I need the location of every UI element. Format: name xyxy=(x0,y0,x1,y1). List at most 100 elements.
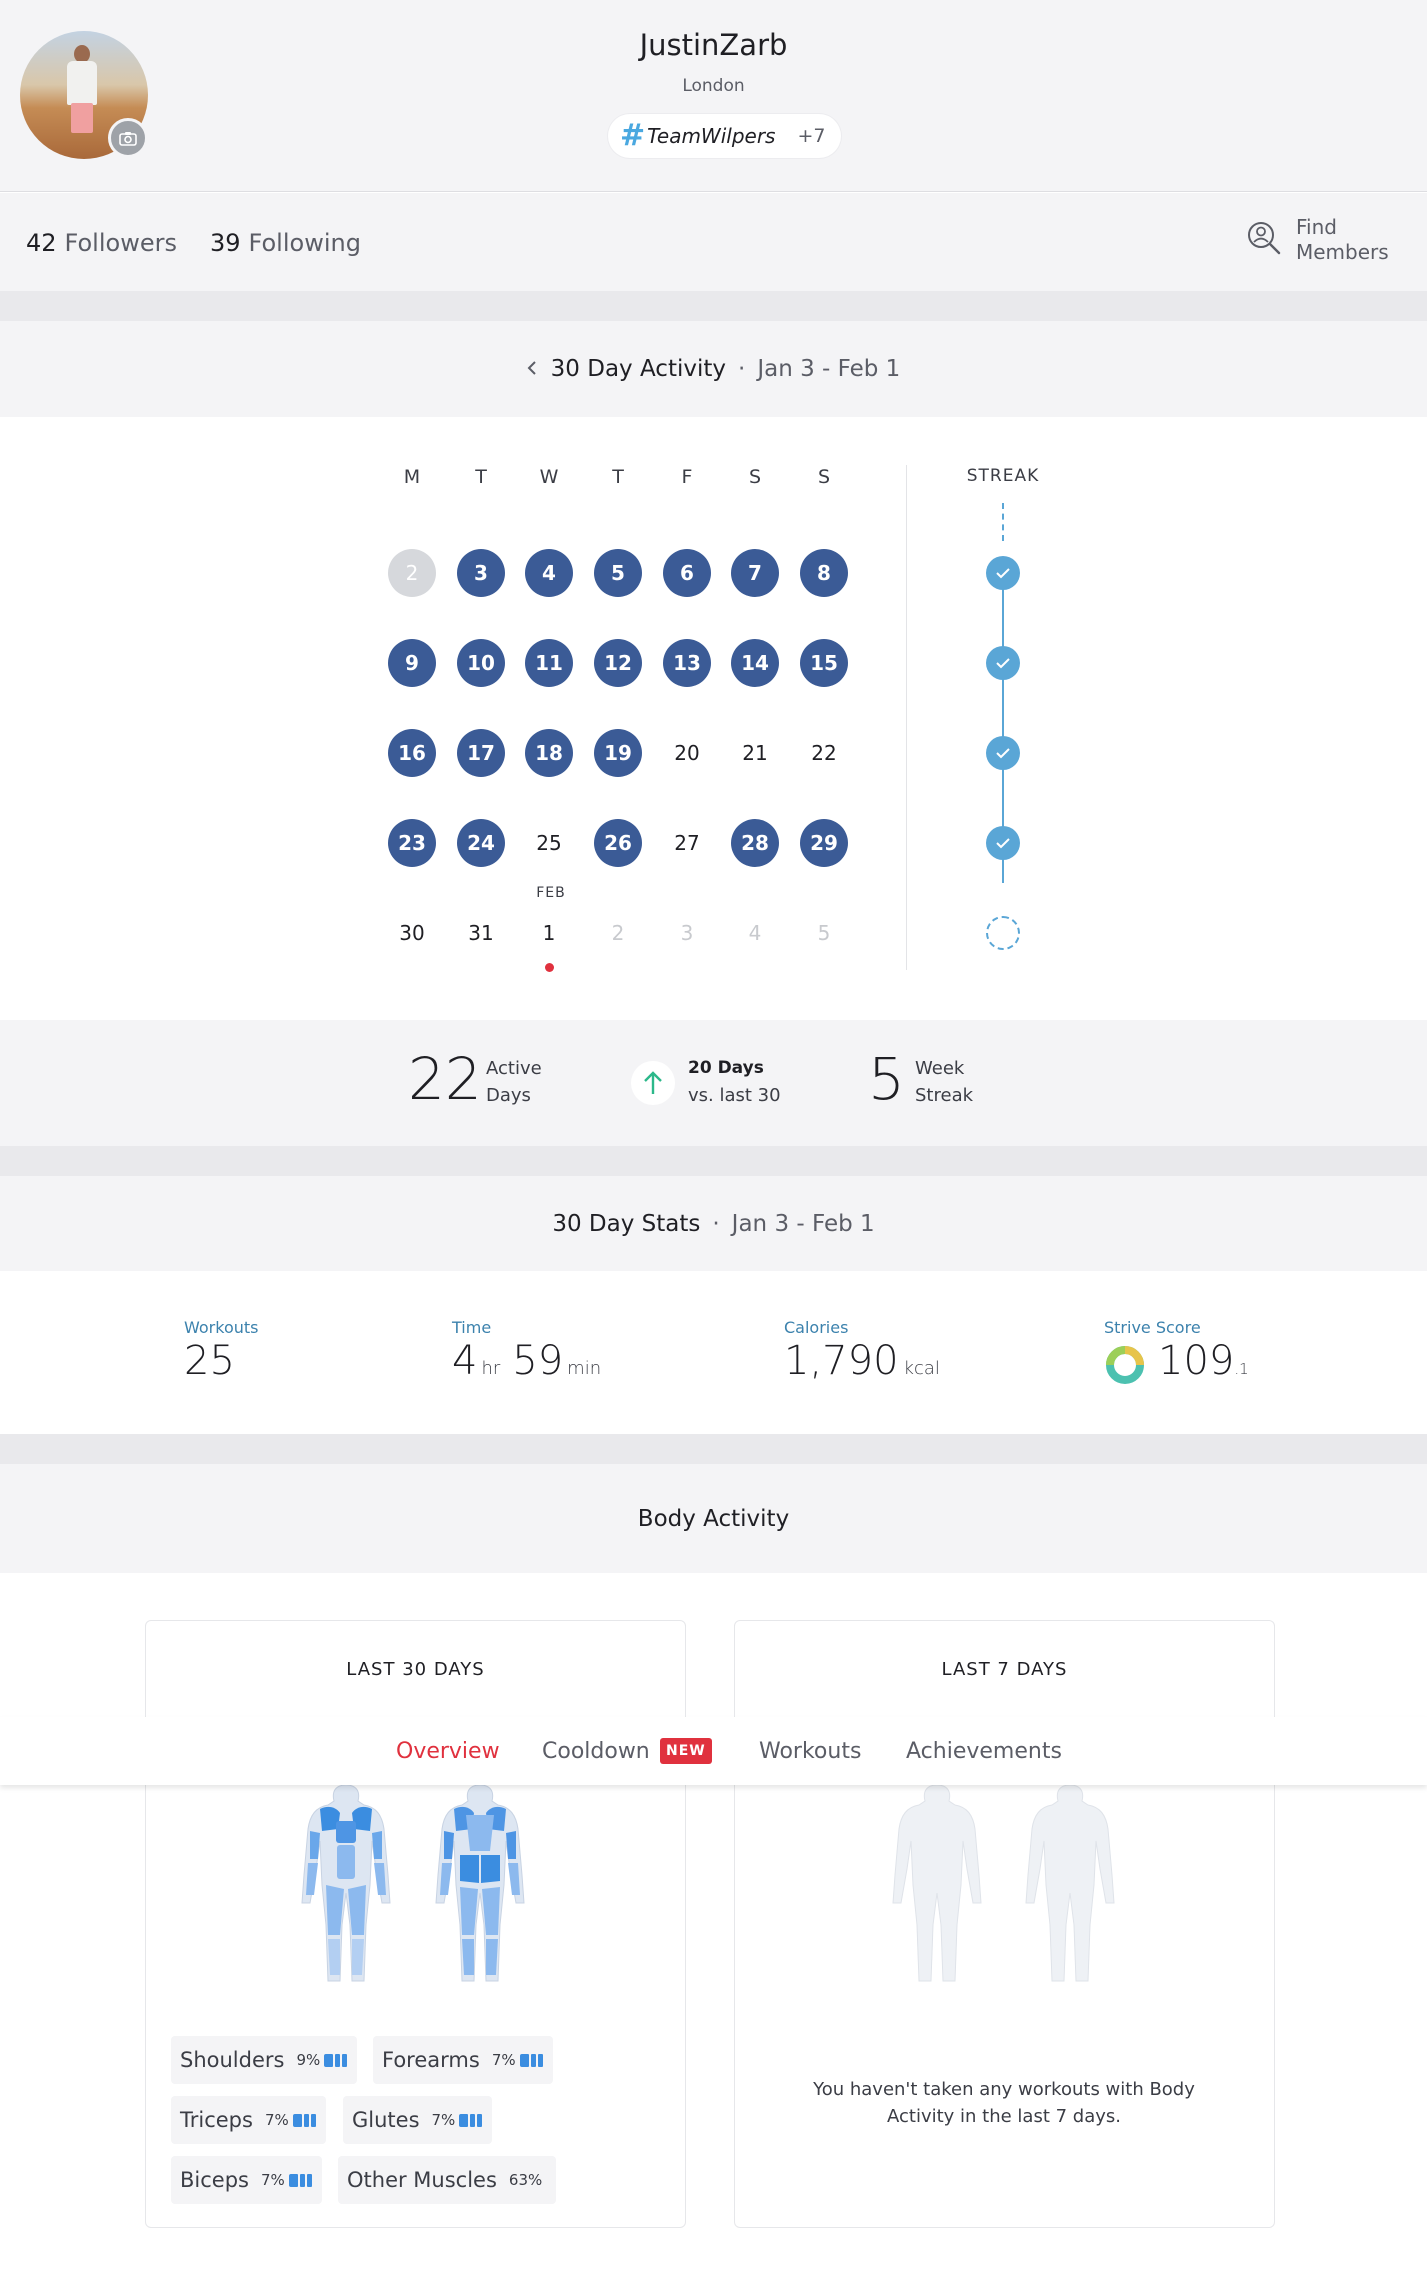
calendar-day[interactable]: 12 xyxy=(594,639,642,687)
today-indicator xyxy=(545,963,554,972)
muscle-percent: 7% xyxy=(260,2171,285,2189)
camera-icon[interactable] xyxy=(108,118,148,158)
calendar-day[interactable]: 7 xyxy=(731,549,779,597)
muscle-chip[interactable]: Glutes 7% xyxy=(343,2096,493,2144)
muscle-chip[interactable]: Shoulders 9% xyxy=(171,2036,358,2084)
time-hours: 4 xyxy=(452,1338,478,1384)
muscle-name: Shoulders xyxy=(180,2048,285,2072)
calendar-day[interactable]: 16 xyxy=(388,729,436,777)
calendar-day[interactable]: 30 xyxy=(399,921,425,945)
calendar-day[interactable]: 27 xyxy=(674,831,700,855)
following-label: Following xyxy=(248,229,361,257)
tab-workouts[interactable]: Workouts xyxy=(759,1739,862,1764)
trend-up-icon xyxy=(631,1061,675,1105)
weekday-label: T xyxy=(612,466,624,488)
calendar-day[interactable]: 4 xyxy=(525,549,573,597)
streak-label: STREAK xyxy=(966,466,1040,486)
body-back-figure xyxy=(434,1784,526,1994)
activity-summary xyxy=(0,1020,1427,1146)
calories-unit: kcal xyxy=(903,1358,940,1379)
calendar-day[interactable]: 17 xyxy=(457,729,505,777)
tab-achievements[interactable]: Achievements xyxy=(906,1739,1062,1764)
separator-dot: · xyxy=(738,356,746,382)
strive-label: Strive Score xyxy=(1104,1318,1201,1337)
muscle-bar-icon xyxy=(292,2113,316,2127)
stats-title: 30 Day Stats xyxy=(552,1210,701,1237)
calendar-day[interactable]: 20 xyxy=(674,741,700,765)
active-days-label-2: Days xyxy=(486,1085,531,1106)
activity-header: 30 Day Activity · Jan 3 - Feb 1 xyxy=(0,321,1427,417)
strive-score-ring-icon xyxy=(1104,1344,1146,1386)
calendar-day[interactable]: 22 xyxy=(811,741,837,765)
calendar-day[interactable]: 28 xyxy=(731,819,779,867)
body-front-figure-empty xyxy=(891,1784,983,1994)
calendar-day[interactable]: 29 xyxy=(800,819,848,867)
week-streak-label-1: Week xyxy=(915,1058,965,1079)
tab-bar: Overview Cooldown NEW Workouts Achieveme… xyxy=(0,1717,1427,1785)
calendar-day[interactable]: 10 xyxy=(457,639,505,687)
time-label: Time xyxy=(452,1318,492,1337)
month-label: FEB xyxy=(536,885,566,901)
muscle-chip[interactable]: Triceps 7% xyxy=(171,2096,326,2144)
calendar-day[interactable]: 5 xyxy=(594,549,642,597)
weekday-label: S xyxy=(748,466,762,488)
calendar-day[interactable]: 13 xyxy=(663,639,711,687)
muscle-bar-icon xyxy=(459,2113,483,2127)
avatar-photo-body xyxy=(67,61,97,105)
weekday-label: T xyxy=(475,466,487,488)
calendar-day[interactable]: 14 xyxy=(731,639,779,687)
tab-cooldown[interactable]: Cooldown xyxy=(542,1739,650,1764)
search-user-icon xyxy=(1246,220,1282,260)
muscle-name: Triceps xyxy=(180,2108,253,2132)
muscle-chip[interactable]: Other Muscles 63% xyxy=(338,2156,557,2204)
calendar-day[interactable]: 1 xyxy=(542,921,556,945)
followers-link[interactable]: 42 Followers xyxy=(26,229,177,257)
strive-decimal: .1 xyxy=(1234,1360,1249,1378)
followers-count: 42 xyxy=(26,229,57,257)
calories-number: 1,790 xyxy=(784,1338,899,1384)
following-link[interactable]: 39 Following xyxy=(210,229,361,257)
strive-value: 109.1 xyxy=(1158,1338,1249,1384)
calendar-day[interactable]: 8 xyxy=(800,549,848,597)
muscle-name: Other Muscles xyxy=(347,2168,497,2192)
calendar-day[interactable]: 18 xyxy=(525,729,573,777)
calendar-day[interactable]: 31 xyxy=(468,921,494,945)
week-streak-label-2: Streak xyxy=(915,1085,974,1106)
calendar-day[interactable]: 6 xyxy=(663,549,711,597)
muscle-name: Biceps xyxy=(180,2168,249,2192)
avatar[interactable] xyxy=(20,31,148,159)
find-members-button[interactable]: Find Members xyxy=(1246,215,1406,265)
calendar-day[interactable]: 21 xyxy=(742,741,768,765)
muscle-chip[interactable]: Biceps 7% xyxy=(171,2156,322,2204)
team-chip[interactable]: # TeamWilpers +7 xyxy=(608,114,842,158)
calendar-day[interactable]: 25 xyxy=(536,831,562,855)
chevron-left-icon[interactable] xyxy=(527,356,537,382)
time-minutes: 59 xyxy=(512,1338,564,1384)
calendar-day[interactable]: 19 xyxy=(594,729,642,777)
workouts-value: 25 xyxy=(184,1338,235,1384)
body-activity-header: Body Activity xyxy=(0,1464,1427,1573)
strive-number: 109 xyxy=(1158,1338,1235,1384)
muscle-name: Forearms xyxy=(382,2048,480,2072)
calendar-day[interactable]: 24 xyxy=(457,819,505,867)
tab-overview[interactable]: Overview xyxy=(396,1739,500,1764)
streak-check-icon xyxy=(986,826,1020,860)
calendar-day[interactable]: 3 xyxy=(457,549,505,597)
weekday-label: W xyxy=(539,466,559,488)
new-badge: NEW xyxy=(660,1738,712,1764)
muscle-percent: 7% xyxy=(431,2111,456,2129)
calendar-day[interactable]: 9 xyxy=(388,639,436,687)
body-back-figure-empty xyxy=(1024,1784,1116,1994)
calendar-day[interactable]: 26 xyxy=(594,819,642,867)
calendar-day[interactable]: 11 xyxy=(525,639,573,687)
muscle-percent: 7% xyxy=(264,2111,289,2129)
muscle-chip[interactable]: Forearms 7% xyxy=(373,2036,553,2084)
hashtag-icon: # xyxy=(620,118,646,153)
calendar-day[interactable]: 2 xyxy=(388,549,436,597)
profile-header: JustinZarb London # TeamWilpers +7 xyxy=(0,0,1427,192)
time-minutes-unit: min xyxy=(567,1358,602,1379)
find-members-label: Find Members xyxy=(1296,215,1389,264)
calendar-day[interactable]: 15 xyxy=(800,639,848,687)
calories-label: Calories xyxy=(784,1318,849,1337)
calendar-day[interactable]: 23 xyxy=(388,819,436,867)
